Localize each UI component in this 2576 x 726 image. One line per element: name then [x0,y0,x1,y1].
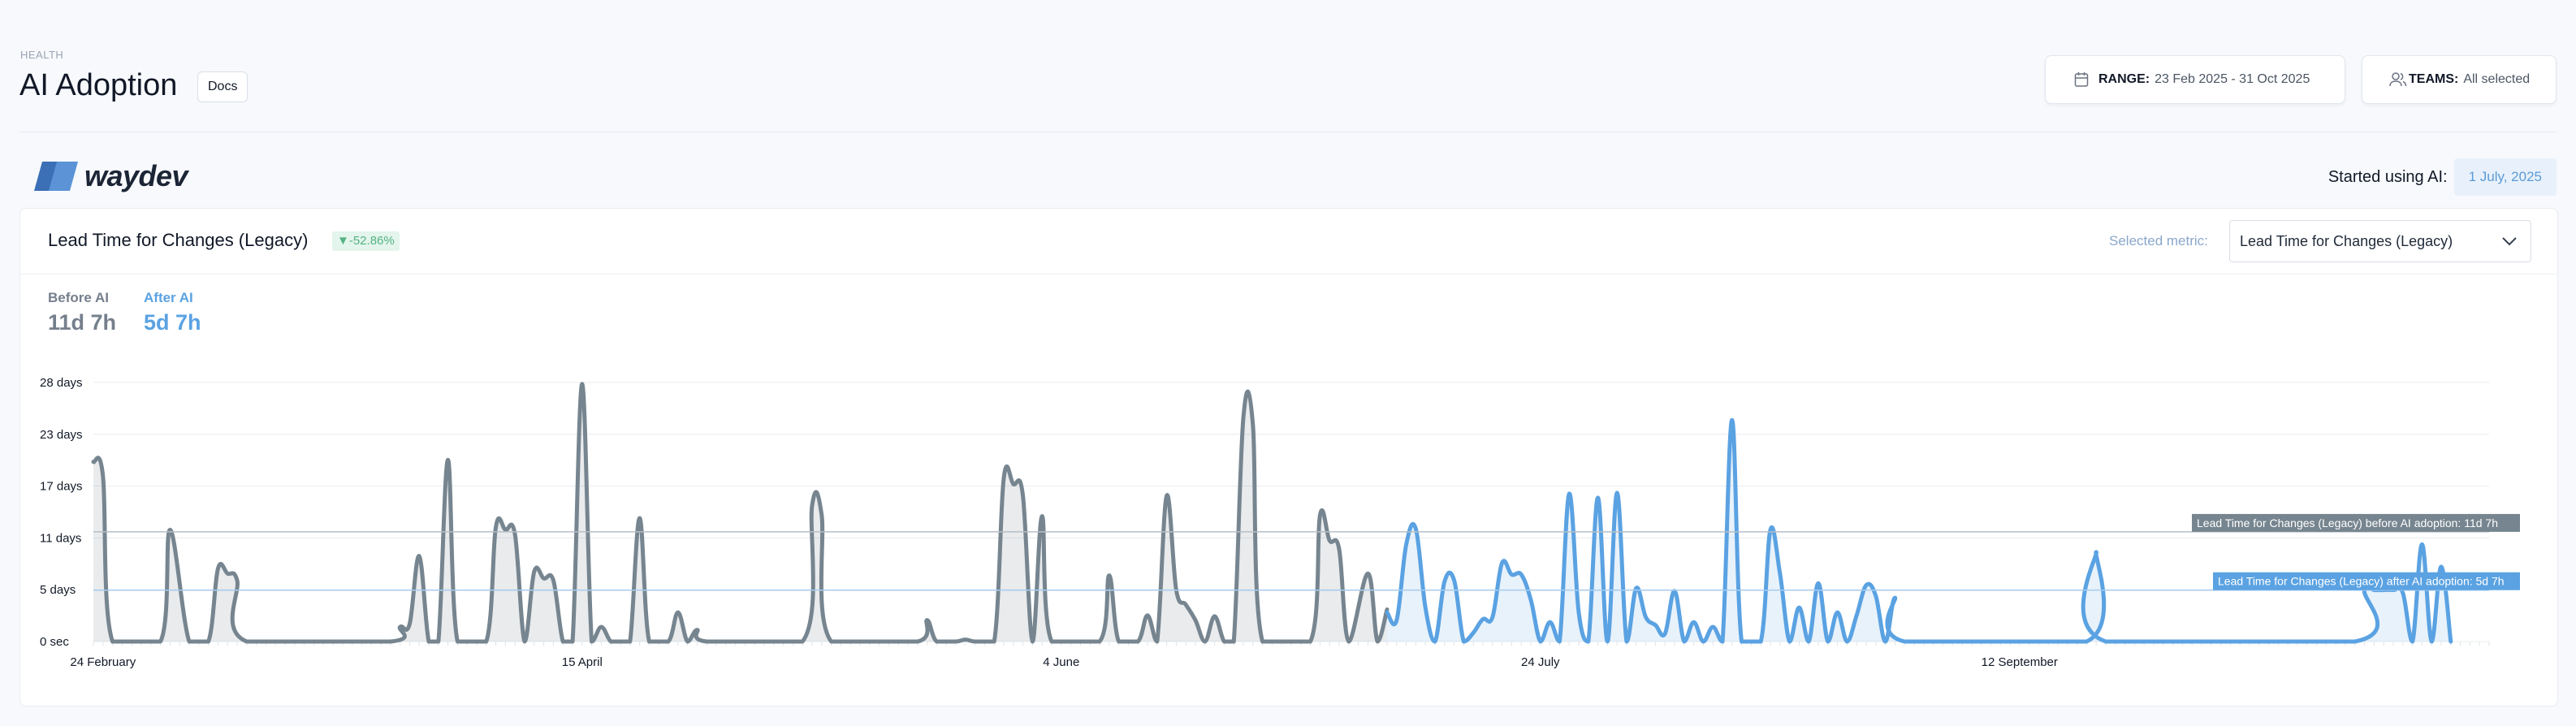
metric-card: Lead Time for Changes (Legacy) ▼-52.86% … [19,208,2558,707]
docs-button[interactable]: Docs [197,71,249,102]
brand-logo: waydev [32,159,188,193]
before-ai-value: 11d 7h [48,310,117,335]
calendar-icon [2074,72,2089,87]
y-tick-label: 11 days [40,531,81,545]
metric-select-value: Lead Time for Changes (Legacy) [2240,233,2453,249]
metric-select[interactable]: Lead Time for Changes (Legacy) [2229,220,2531,262]
y-tick-label: 5 days [40,583,76,597]
before-reference-label-bg [2192,513,2520,532]
x-tick-label: 12 September [1982,655,2058,669]
waydev-logo-icon [34,162,78,191]
teams-label: TEAMS: [2409,72,2459,86]
users-icon [2389,72,2407,87]
y-tick-label: 28 days [40,376,83,390]
range-filter[interactable]: RANGE: 23 Feb 2025 - 31 Oct 2025 [2045,55,2345,104]
y-tick-label: 23 days [40,428,83,442]
range-label: RANGE: [2098,72,2150,86]
x-tick-label: 4 June [1043,655,1079,669]
x-tick-label: 15 April [562,655,603,669]
chevron-down-icon [2502,237,2517,246]
after-reference-label: Lead Time for Changes (Legacy) after AI … [2218,575,2505,588]
delta-badge: ▼-52.86% [332,231,400,251]
lead-time-chart: 0 sec 5 days 11 days 17 days 23 days 28 days 2… [40,376,2520,669]
after-reference-label-bg [2213,572,2520,590]
brand-name: waydev [84,159,188,192]
before-series-line [91,382,1390,644]
range-value: 23 Feb 2025 - 31 Oct 2025 [2155,72,2310,86]
breadcrumb: HEALTH [20,49,64,61]
y-tick-label: 17 days [40,480,83,494]
x-tick-label: 24 July [1521,655,1560,669]
ai-start-date: 1 July, 2025 [2453,158,2557,196]
teams-filter[interactable]: TEAMS: All selected [2362,55,2557,104]
card-header: Lead Time for Changes (Legacy) ▼-52.86% … [20,209,2557,274]
ai-start-info: Started using AI: 1 July, 2025 [2328,158,2557,196]
after-ai-label: After AI [144,290,193,305]
metric-title: Lead Time for Changes (Legacy) [48,230,309,250]
after-ai-value: 5d 7h [144,310,201,335]
before-series-area [93,383,1387,642]
before-reference-label: Lead Time for Changes (Legacy) before AI… [2197,516,2498,529]
x-tick-label: 24 February [70,655,136,669]
ai-start-label: Started using AI: [2327,167,2448,186]
page-title: AI Adoption [19,68,178,102]
teams-value: All selected [2463,72,2531,86]
selected-metric-label: Selected metric: [2109,233,2208,248]
after-series-line [1385,417,2453,644]
y-tick-label: 0 sec [40,635,69,649]
before-ai-label: Before AI [48,290,109,305]
